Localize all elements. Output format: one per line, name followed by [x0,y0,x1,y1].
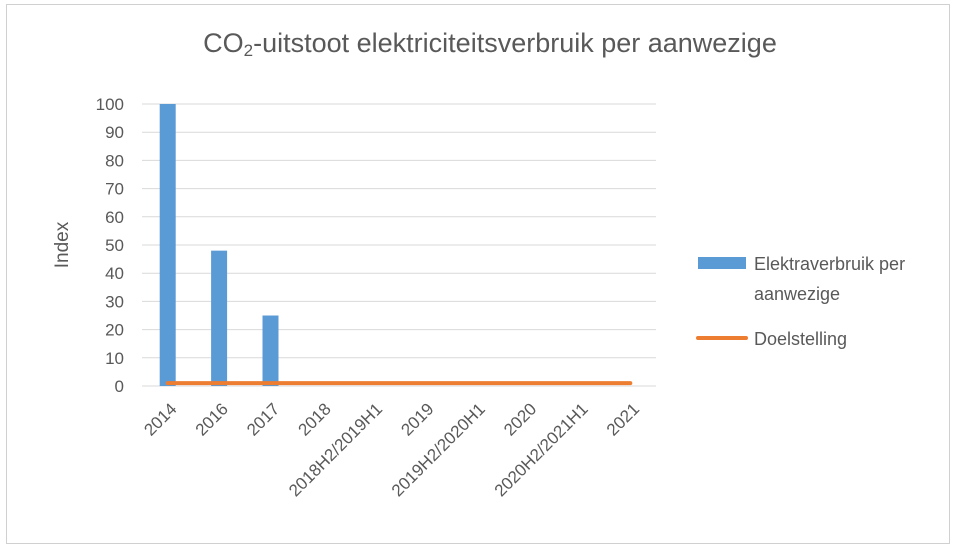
y-tick-label: 100 [96,95,124,114]
y-tick-label: 90 [105,123,124,142]
y-tick-label: 60 [105,208,124,227]
x-tick-label: 2021 [603,399,643,439]
legend: Elektraverbruik per aanwezige Doelstelling [696,254,905,349]
x-tick-label: 2020H2/2021H1 [491,399,592,500]
bar-series [159,104,279,386]
y-tick-label: 20 [105,321,124,340]
gridlines [142,103,656,387]
chart-title-suffix: -uitstoot elektriciteitsverbruik per aan… [253,28,777,58]
y-axis-label: Index [52,221,73,268]
x-tick-label: 2020 [500,399,540,439]
x-tick-label: 2016 [192,399,232,439]
y-tick-label: 0 [115,377,124,396]
x-tick-label: 2019 [397,399,437,439]
legend-label: aanwezige [754,284,840,304]
y-tick-label: 50 [105,236,124,255]
x-tick-label: 2018 [295,399,335,439]
x-tick-label: 2014 [140,399,180,439]
y-tick-label: 70 [105,180,124,199]
y-tick-label: 80 [105,151,124,170]
y-tick-label: 10 [105,349,124,368]
x-tick-label: 2019H2/2020H1 [388,399,489,500]
chart-title-subscript: 2 [243,41,254,60]
legend-label: Elektraverbruik per [754,254,905,274]
bar-2016 [211,250,228,386]
chart-title: CO2-uitstoot elektriciteitsverbruik per … [0,28,958,61]
bar-2017 [262,315,279,386]
legend-swatch-bar [698,257,746,269]
y-tick-label: 40 [105,264,124,283]
x-tick-label: 2017 [243,399,283,439]
legend-label: Doelstelling [754,329,847,349]
chart-title-prefix: CO [203,28,244,58]
x-tick-label: 2018H2/2019H1 [285,399,386,500]
bar-2014 [159,104,176,386]
y-tick-label: 30 [105,292,124,311]
y-tick-labels: 0 10 20 30 40 50 60 70 80 90 100 [96,95,124,396]
